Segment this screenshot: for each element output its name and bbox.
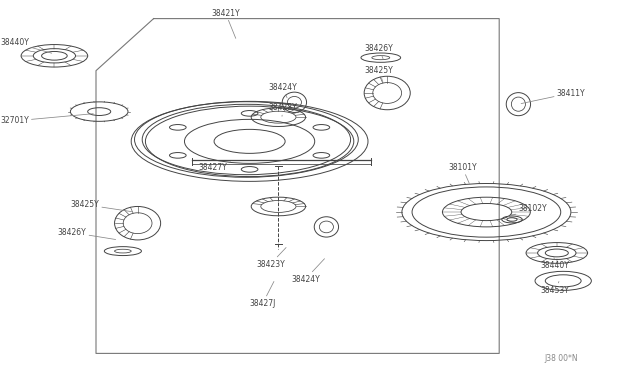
Text: 38423Y: 38423Y <box>269 103 298 116</box>
Text: 38101Y: 38101Y <box>448 163 477 183</box>
Text: J38 00*N: J38 00*N <box>544 354 578 363</box>
Text: 38421Y: 38421Y <box>211 9 240 38</box>
Text: 38426Y: 38426Y <box>58 228 116 240</box>
Text: 38427J: 38427J <box>250 282 276 308</box>
Text: 38425Y: 38425Y <box>365 66 394 83</box>
Text: 38425Y: 38425Y <box>70 200 132 212</box>
Text: 38423Y: 38423Y <box>256 247 286 269</box>
Text: 38102Y: 38102Y <box>508 204 547 217</box>
Text: 38411Y: 38411Y <box>521 89 586 103</box>
Text: 32701Y: 32701Y <box>0 114 93 125</box>
Text: 38427Y: 38427Y <box>198 162 230 172</box>
Text: 38424Y: 38424Y <box>291 259 324 283</box>
Text: 38424Y: 38424Y <box>269 83 298 98</box>
Text: 38440Y: 38440Y <box>541 257 570 270</box>
Text: 38453Y: 38453Y <box>541 282 570 295</box>
Text: 38426Y: 38426Y <box>365 44 394 59</box>
Text: 38440Y: 38440Y <box>0 38 52 53</box>
